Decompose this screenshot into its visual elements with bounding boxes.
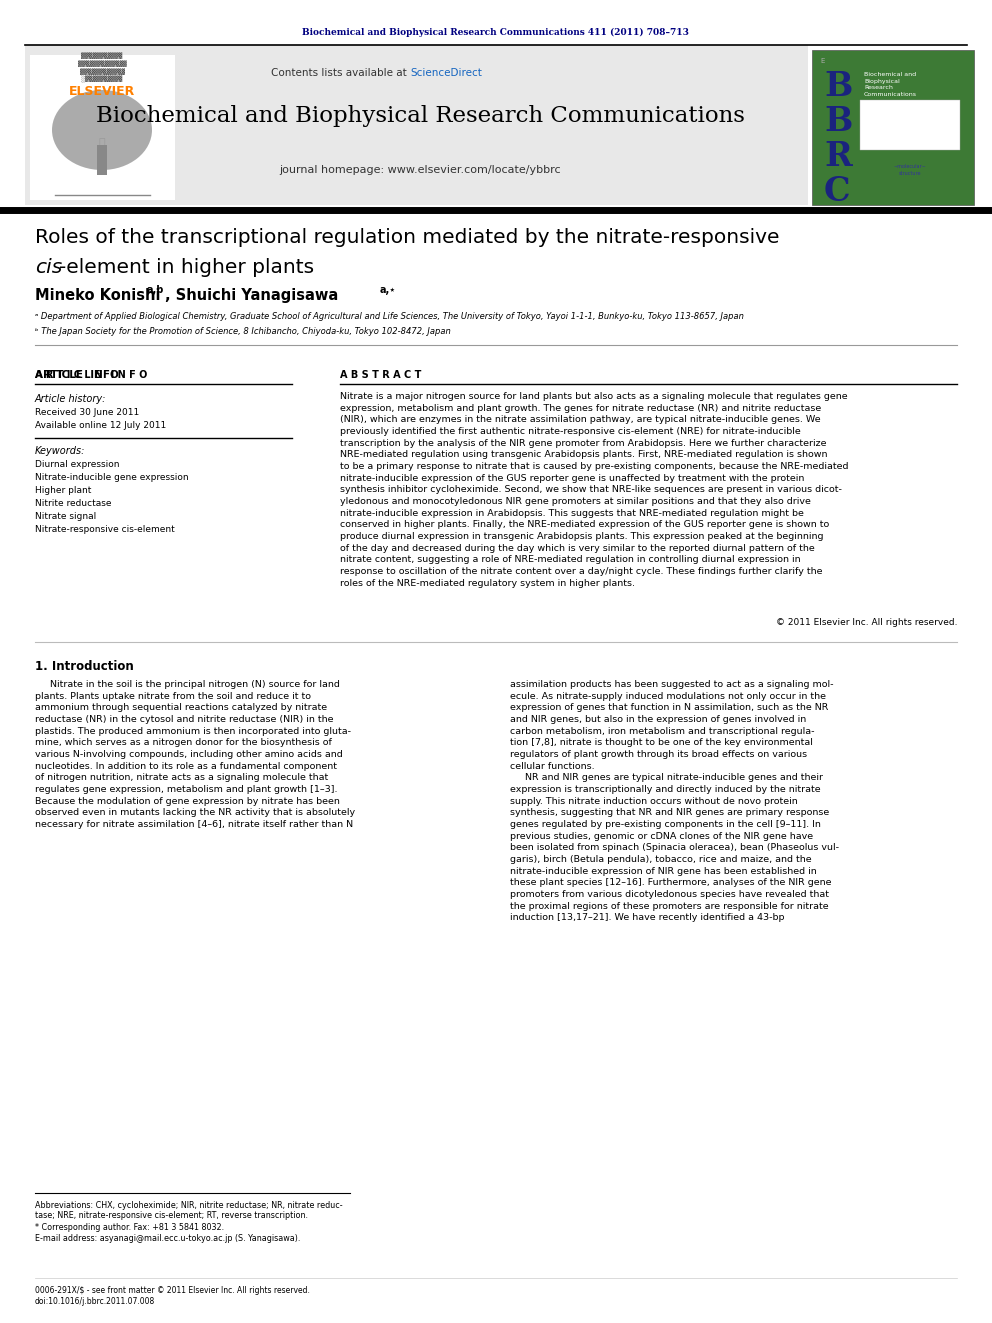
Text: Higher plant: Higher plant xyxy=(35,486,91,495)
Text: R: R xyxy=(824,140,852,173)
Text: A R T I C L E   I N F O: A R T I C L E I N F O xyxy=(35,370,148,380)
Text: C: C xyxy=(824,175,850,208)
Text: a,b: a,b xyxy=(147,284,165,295)
Text: A B S T R A C T: A B S T R A C T xyxy=(340,370,422,380)
Text: © 2011 Elsevier Inc. All rights reserved.: © 2011 Elsevier Inc. All rights reserved… xyxy=(776,618,957,627)
Text: tase; NRE, nitrate-responsive cis-element; RT, reverse transcription.: tase; NRE, nitrate-responsive cis-elemen… xyxy=(35,1211,308,1220)
Text: Nitrate is a major nitrogen source for land plants but also acts as a signaling : Nitrate is a major nitrogen source for l… xyxy=(340,392,848,587)
Text: Article history:: Article history: xyxy=(35,394,106,404)
Text: doi:10.1016/j.bbrc.2011.07.008: doi:10.1016/j.bbrc.2011.07.008 xyxy=(35,1297,156,1306)
Text: 🌿: 🌿 xyxy=(98,138,105,148)
Bar xyxy=(25,45,808,205)
Text: Diurnal expression: Diurnal expression xyxy=(35,460,119,468)
Text: Nitrate signal: Nitrate signal xyxy=(35,512,96,521)
Bar xyxy=(30,56,175,200)
Text: Abbreviations: CHX, cycloheximide; NIR, nitrite reductase; NR, nitrate reduc-: Abbreviations: CHX, cycloheximide; NIR, … xyxy=(35,1201,342,1211)
Bar xyxy=(812,50,974,205)
Text: Available online 12 July 2011: Available online 12 July 2011 xyxy=(35,421,167,430)
Text: Received 30 June 2011: Received 30 June 2011 xyxy=(35,407,139,417)
Text: Mineko Konishi: Mineko Konishi xyxy=(35,288,161,303)
Text: B: B xyxy=(824,70,852,103)
Text: ▓▓▓▓▓▓▓▓▓▓▓: ▓▓▓▓▓▓▓▓▓▓▓ xyxy=(81,52,123,58)
Text: a,⋆: a,⋆ xyxy=(380,284,397,295)
Text: E-mail address: asyanagi@mail.ecc.u-tokyo.ac.jp (S. Yanagisawa).: E-mail address: asyanagi@mail.ecc.u-toky… xyxy=(35,1234,301,1244)
Text: ELSEVIER: ELSEVIER xyxy=(68,85,135,98)
Text: ~molecular~
structure: ~molecular~ structure xyxy=(894,164,927,176)
Text: ScienceDirect: ScienceDirect xyxy=(410,67,482,78)
Text: Keywords:: Keywords: xyxy=(35,446,85,456)
Text: assimilation products has been suggested to act as a signaling mol-
ecule. As ni: assimilation products has been suggested… xyxy=(510,680,839,922)
Text: ᵃ Department of Applied Biological Chemistry, Graduate School of Agricultural an: ᵃ Department of Applied Biological Chemi… xyxy=(35,312,744,321)
Text: cis: cis xyxy=(35,258,62,277)
Text: 0006-291X/$ - see front matter © 2011 Elsevier Inc. All rights reserved.: 0006-291X/$ - see front matter © 2011 El… xyxy=(35,1286,310,1295)
Text: ░▓▓▓▓▓▓▓▓▓▓: ░▓▓▓▓▓▓▓▓▓▓ xyxy=(81,75,123,83)
Text: Nitrate in the soil is the principal nitrogen (N) source for land
plants. Plants: Nitrate in the soil is the principal nit… xyxy=(35,680,355,830)
Text: , Shuichi Yanagisawa: , Shuichi Yanagisawa xyxy=(165,288,338,303)
Text: Nitrate-responsive cis-element: Nitrate-responsive cis-element xyxy=(35,525,175,534)
Text: -element in higher plants: -element in higher plants xyxy=(59,258,314,277)
Text: ᵇ The Japan Society for the Promotion of Science, 8 Ichibancho, Chiyoda-ku, Toky: ᵇ The Japan Society for the Promotion of… xyxy=(35,327,450,336)
Text: E: E xyxy=(820,58,824,64)
Text: B: B xyxy=(824,105,852,138)
Text: 1. Introduction: 1. Introduction xyxy=(35,660,134,673)
Text: Contents lists available at: Contents lists available at xyxy=(271,67,410,78)
Text: Nitrite reductase: Nitrite reductase xyxy=(35,499,111,508)
Text: Roles of the transcriptional regulation mediated by the nitrate-responsive: Roles of the transcriptional regulation … xyxy=(35,228,780,247)
Text: * Corresponding author. Fax: +81 3 5841 8032.: * Corresponding author. Fax: +81 3 5841 … xyxy=(35,1222,224,1232)
Text: Biochemical and
Biophysical
Research
Communications: Biochemical and Biophysical Research Com… xyxy=(864,71,917,97)
Text: Biochemical and Biophysical Research Communications: Biochemical and Biophysical Research Com… xyxy=(95,105,744,127)
Ellipse shape xyxy=(52,90,152,169)
Text: ▓▓▓▓▓▓▓▓▓▓▓▓▓: ▓▓▓▓▓▓▓▓▓▓▓▓▓ xyxy=(77,60,126,66)
Text: Nitrate-inducible gene expression: Nitrate-inducible gene expression xyxy=(35,474,188,482)
Text: Biochemical and Biophysical Research Communications 411 (2011) 708–713: Biochemical and Biophysical Research Com… xyxy=(303,28,689,37)
Text: ▓▓▓▓▓▓▓▓▓▓▓▓: ▓▓▓▓▓▓▓▓▓▓▓▓ xyxy=(79,67,125,74)
Bar xyxy=(860,101,960,149)
Bar xyxy=(97,146,107,175)
Text: ARTICLE  INFO: ARTICLE INFO xyxy=(35,370,119,380)
Text: journal homepage: www.elsevier.com/locate/ybbrc: journal homepage: www.elsevier.com/locat… xyxy=(279,165,560,175)
